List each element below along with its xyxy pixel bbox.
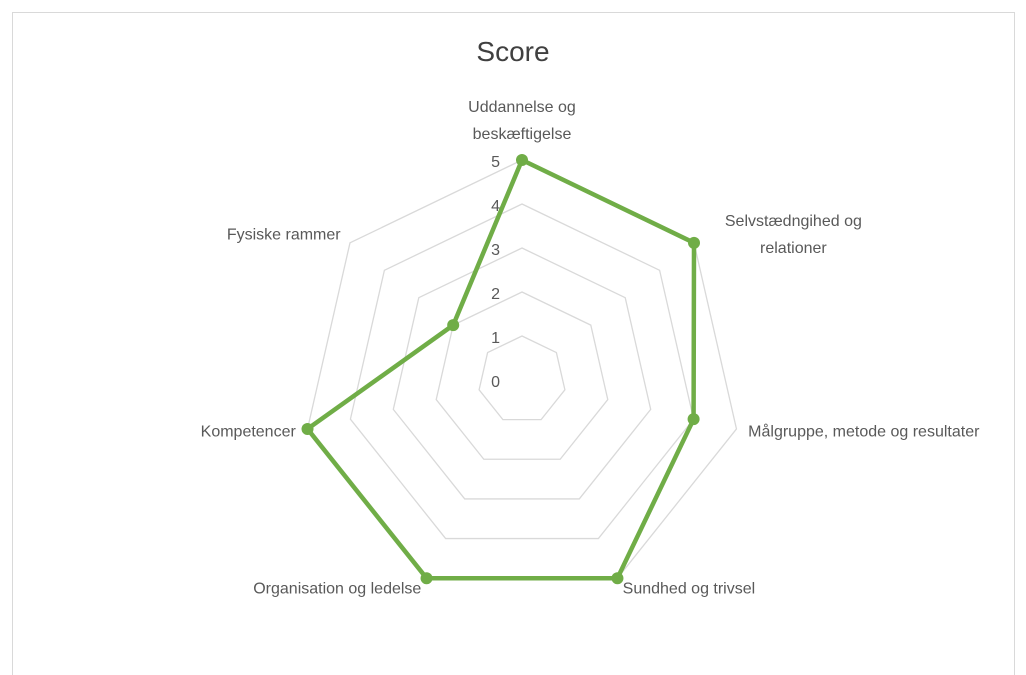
category-label: Selvstædngihed og relationer [724,213,862,258]
r-tick-label: 1 [491,330,500,347]
chart-title: Score [476,36,550,67]
category-label: Organisation og ledelse [253,580,422,598]
category-label: Uddannelse og beskæftigelse [468,99,576,143]
grid-ring [306,159,738,579]
chart-frame [12,12,1015,675]
grid-ring [435,291,609,460]
r-tick-label: 3 [491,242,500,259]
r-tick-label: 5 [491,154,500,171]
category-label: Fysiske rammer [226,226,341,244]
marker [688,236,701,249]
r-tick-label: 4 [491,198,500,215]
category-label: Målgruppe, metode og resultater [748,423,980,441]
marker [687,413,700,426]
marker [447,319,460,332]
marker [611,572,624,585]
grid-ring [392,247,652,500]
grid-ring [478,335,566,421]
marker [301,422,314,435]
marker [516,154,528,166]
category-label: Kompetencer [200,423,296,441]
r-tick-label: 2 [491,286,500,303]
marker [420,572,433,585]
grid-ring [349,203,695,540]
category-label: Sundhed og trivsel [622,580,756,598]
series-line [305,157,697,581]
r-tick-label: 0 [491,374,500,391]
